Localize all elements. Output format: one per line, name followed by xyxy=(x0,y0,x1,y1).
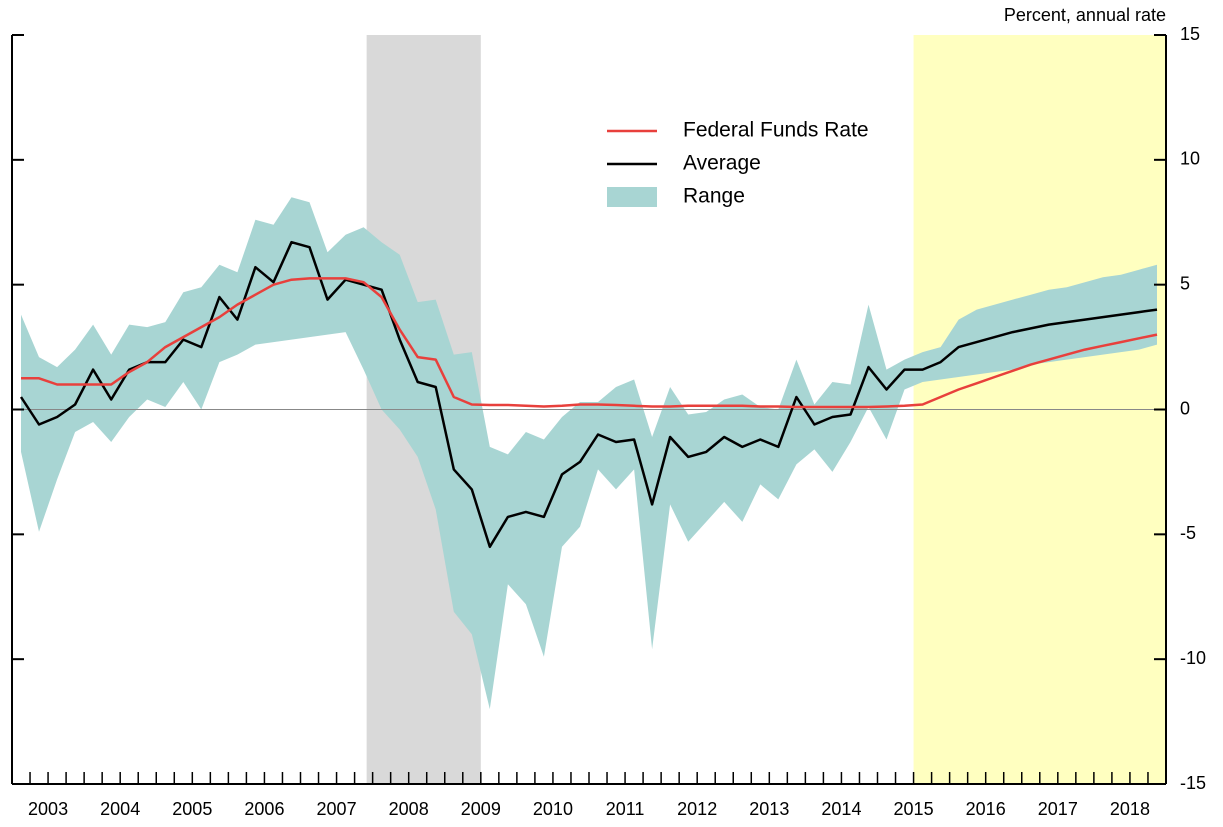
x-tick-label: 2014 xyxy=(821,799,861,819)
x-tick-label: 2005 xyxy=(172,799,212,819)
legend-label: Average xyxy=(683,152,761,175)
x-tick-label: 2013 xyxy=(749,799,789,819)
y-tick-label: 5 xyxy=(1180,273,1190,293)
legend-swatch xyxy=(607,187,657,207)
x-tick-label: 2003 xyxy=(28,799,68,819)
x-tick-label: 2012 xyxy=(677,799,717,819)
legend-label: Range xyxy=(683,185,745,208)
x-tick-label: 2004 xyxy=(100,799,140,819)
series-line xyxy=(21,277,1158,409)
y-tick-label: -15 xyxy=(1180,773,1206,793)
y-tick-label: 0 xyxy=(1180,398,1190,418)
y-axis-label: Percent, annual rate xyxy=(1004,5,1166,25)
x-tick-label: 2017 xyxy=(1038,799,1078,819)
y-tick-label: -10 xyxy=(1180,648,1206,668)
x-tick-label: 2010 xyxy=(533,799,573,819)
x-tick-label: 2011 xyxy=(606,799,645,819)
x-tick-label: 2007 xyxy=(317,799,357,819)
legend-label: Federal Funds Rate xyxy=(683,119,869,142)
y-tick-label: 10 xyxy=(1180,149,1200,169)
x-tick-label: 2006 xyxy=(244,799,284,819)
x-tick-label: 2015 xyxy=(894,799,934,819)
x-tick-label: 2016 xyxy=(966,799,1006,819)
y-tick-label: 15 xyxy=(1180,24,1200,44)
y-tick-label: -5 xyxy=(1180,523,1196,543)
range-area xyxy=(21,197,1157,710)
x-tick-label: 2008 xyxy=(389,799,429,819)
x-tick-label: 2009 xyxy=(461,799,501,819)
x-tick-label: 2018 xyxy=(1110,799,1150,819)
